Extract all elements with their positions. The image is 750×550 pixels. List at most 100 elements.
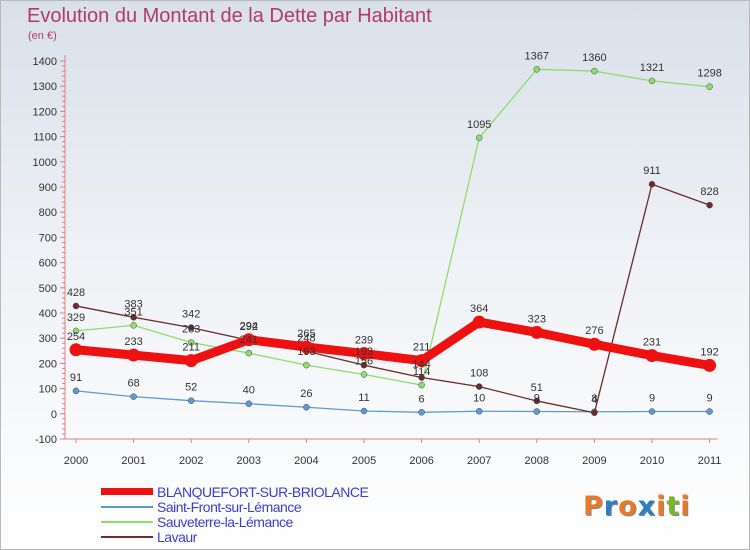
data-point-sauveterre-la-l-mance: [303, 361, 310, 369]
series-line-lavaur: [75, 183, 711, 414]
data-point-blanquefort-sur-briolance: [299, 340, 313, 354]
data-label-sauveterre-la-l-mance: 329: [67, 312, 85, 324]
data-label-saint-front-sur-l-mance: 6: [419, 393, 425, 405]
data-label-saint-front-sur-l-mance: 9: [534, 393, 540, 405]
data-label-blanquefort-sur-briolance: 265: [297, 328, 315, 340]
data-label-saint-front-sur-l-mance: 26: [300, 388, 312, 400]
data-point-lavaur: [418, 374, 425, 381]
data-label-blanquefort-sur-briolance: 276: [585, 325, 603, 337]
data-label-lavaur: 193: [355, 346, 373, 358]
data-label-lavaur: 383: [124, 298, 142, 310]
data-label-lavaur: 108: [470, 368, 488, 380]
data-point-saint-front-sur-l-mance: [187, 397, 195, 404]
x-tick-label: 2002: [179, 455, 203, 467]
y-tick-label: 600: [39, 258, 57, 270]
y-tick-label: 700: [39, 232, 57, 244]
data-point-blanquefort-sur-briolance: [530, 325, 544, 339]
data-point-sauveterre-la-l-mance: [533, 66, 541, 73]
x-tick-label: 2008: [525, 455, 549, 467]
y-tick-label: 0: [51, 409, 57, 421]
data-point-blanquefort-sur-briolance: [703, 358, 717, 372]
data-point-sauveterre-la-l-mance: [360, 371, 368, 378]
chart-title: Evolution du Montant de la Dette par Hab…: [27, 5, 432, 27]
data-point-sauveterre-la-l-mance: [648, 77, 656, 85]
data-label-blanquefort-sur-briolance: 239: [355, 335, 373, 347]
data-label-sauveterre-la-l-mance: 114: [413, 366, 431, 378]
legend-label-blanquefort: BLANQUEFORT-SUR-BRIOLANCE: [157, 484, 369, 500]
data-point-blanquefort-sur-briolance: [357, 347, 371, 361]
legend-label-saint-front: Saint-Front-sur-Lémance: [157, 499, 302, 515]
data-label-lavaur: 342: [182, 309, 200, 321]
data-point-saint-front-sur-l-mance: [533, 408, 541, 415]
y-tick-label: 300: [39, 333, 57, 345]
data-point-lavaur: [533, 397, 541, 405]
data-label-blanquefort-sur-briolance: 323: [528, 313, 546, 325]
data-label-lavaur: 911: [643, 165, 661, 177]
data-label-sauveterre-la-l-mance: 283: [182, 323, 200, 335]
data-point-blanquefort-sur-briolance: [645, 349, 659, 363]
data-point-sauveterre-la-l-mance: [245, 349, 253, 357]
legend-label-sauveterre: Sauveterre-la-Lémance: [157, 514, 293, 530]
data-label-blanquefort-sur-briolance: 233: [124, 336, 142, 348]
data-label-lavaur: 828: [700, 186, 718, 198]
series-line-blanquefort-sur-briolance: [71, 317, 715, 370]
data-label-blanquefort-sur-briolance: 364: [470, 303, 488, 315]
data-label-lavaur: 248: [297, 332, 315, 344]
y-tick-label: 400: [39, 308, 57, 320]
data-label-sauveterre-la-l-mance: 351: [124, 306, 142, 318]
data-label-sauveterre-la-l-mance: 1321: [640, 62, 664, 74]
data-point-lavaur: [591, 409, 598, 417]
data-point-blanquefort-sur-briolance: [242, 333, 256, 347]
data-label-blanquefort-sur-briolance: 211: [182, 342, 200, 354]
series-line-sauveterre-la-l-mance: [75, 68, 711, 386]
data-point-sauveterre-la-l-mance: [418, 381, 425, 389]
y-tick-label: 900: [39, 182, 57, 194]
legend-swatch-sauveterre: [101, 521, 153, 523]
data-point-lavaur: [706, 201, 713, 209]
data-point-blanquefort-sur-briolance: [69, 343, 83, 357]
data-point-sauveterre-la-l-mance: [72, 327, 80, 335]
data-label-blanquefort-sur-briolance: 254: [67, 331, 85, 343]
data-label-saint-front-sur-l-mance: 8: [591, 393, 597, 405]
data-point-sauveterre-la-l-mance: [187, 339, 195, 346]
chart-unit-label: (en €): [28, 30, 57, 42]
y-tick-label: -100: [35, 434, 57, 446]
data-point-sauveterre-la-l-mance: [591, 67, 598, 75]
data-point-lavaur: [130, 314, 137, 321]
y-tick-label: 1100: [33, 132, 57, 144]
x-tick-label: 2007: [467, 455, 491, 467]
data-point-saint-front-sur-l-mance: [475, 408, 483, 415]
data-label-saint-front-sur-l-mance: 9: [707, 393, 713, 405]
legend-swatch-blanquefort: [101, 488, 153, 495]
legend-label-lavaur: Lavaur: [157, 529, 197, 545]
data-label-lavaur: 51: [531, 382, 543, 394]
data-label-sauveterre-la-l-mance: 1298: [697, 68, 721, 80]
data-point-saint-front-sur-l-mance: [706, 408, 713, 415]
data-point-saint-front-sur-l-mance: [303, 403, 310, 411]
y-tick-label: 1000: [33, 157, 57, 169]
x-tick-label: 2001: [121, 455, 145, 467]
data-label-sauveterre-la-l-mance: 1367: [525, 50, 549, 62]
data-point-blanquefort-sur-briolance: [415, 354, 429, 368]
data-label-lavaur: 428: [67, 287, 85, 299]
data-point-lavaur: [475, 383, 483, 390]
data-point-lavaur: [72, 302, 80, 310]
data-label-lavaur: 292: [240, 321, 258, 333]
data-point-sauveterre-la-l-mance: [130, 322, 137, 329]
data-point-saint-front-sur-l-mance: [245, 400, 253, 407]
x-tick-label: 2004: [294, 455, 318, 467]
data-point-sauveterre-la-l-mance: [706, 83, 713, 90]
data-point-saint-front-sur-l-mance: [72, 387, 80, 395]
y-tick-label: 1300: [33, 81, 57, 93]
x-tick-label: 2005: [352, 455, 376, 467]
data-label-sauveterre-la-l-mance: 1360: [582, 52, 606, 64]
y-tick-label: 1200: [33, 106, 57, 118]
data-point-sauveterre-la-l-mance: [475, 134, 483, 142]
series-line-saint-front-sur-l-mance: [75, 390, 711, 413]
data-label-blanquefort-sur-briolance: 231: [643, 337, 661, 349]
data-point-blanquefort-sur-briolance: [472, 315, 486, 329]
data-point-blanquefort-sur-briolance: [127, 348, 141, 362]
legend-swatch-lavaur: [101, 536, 153, 538]
proxiti-logo: Proxiti: [583, 491, 691, 522]
